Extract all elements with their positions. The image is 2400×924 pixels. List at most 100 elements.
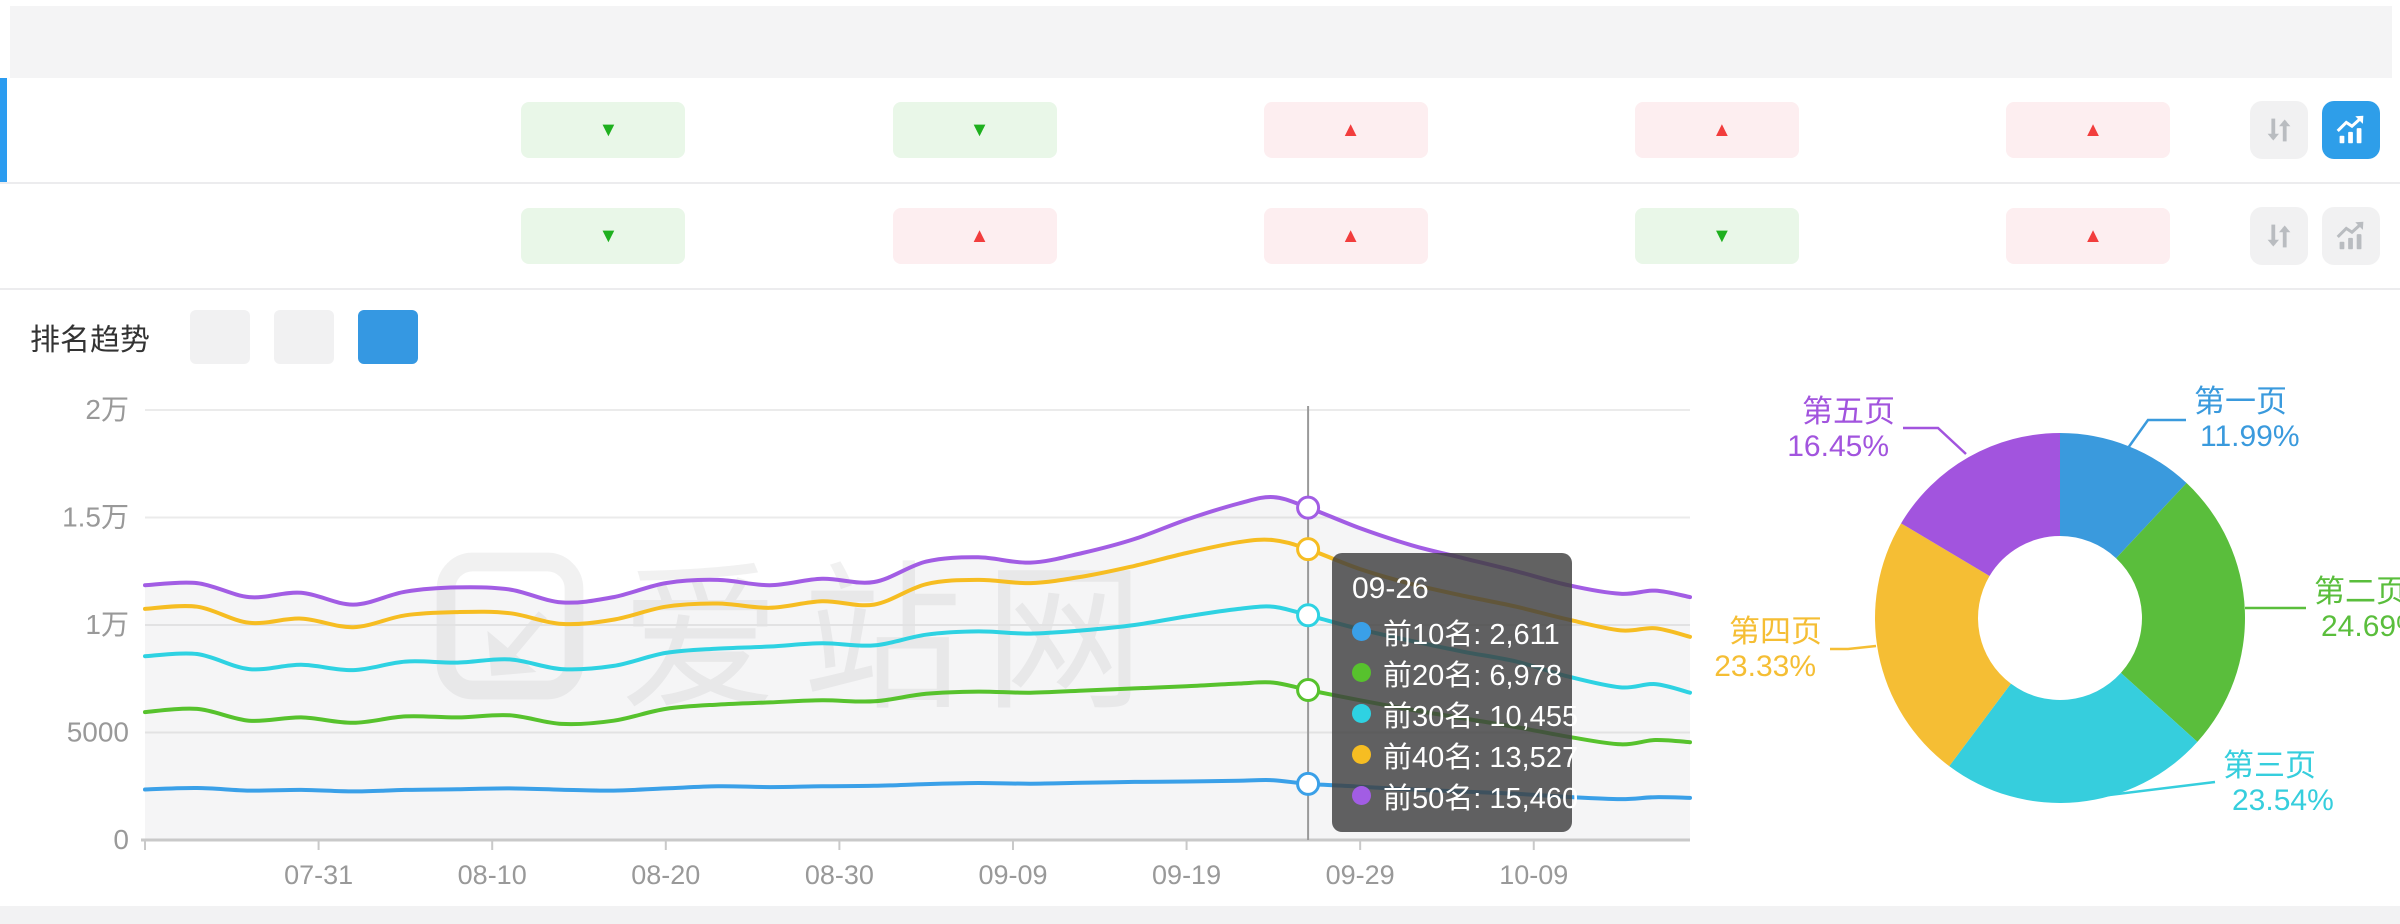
arrow-up-icon: ▲	[969, 225, 990, 247]
donut-leader-line	[1903, 426, 1967, 455]
table-header-row	[10, 6, 2392, 78]
change-badge: ▲	[1263, 102, 1428, 158]
tooltip-row-text: 前20名: 6,978	[1383, 659, 1562, 692]
donut-label-percent: 24.69%	[2321, 610, 2400, 643]
row-actions	[2250, 207, 2400, 265]
change-badge: ▲	[1263, 208, 1428, 264]
change-badge: ▲	[2006, 102, 2171, 158]
y-axis-label: 1.5万	[62, 502, 129, 533]
trend-chart-icon	[2336, 221, 2364, 250]
tooltip-row: 前30名: 10,455	[1352, 693, 1578, 734]
sort-button[interactable]	[2250, 101, 2309, 159]
crosshair-marker-前20名	[1296, 677, 1321, 702]
page-metric-cell: ▲	[1879, 208, 2250, 264]
change-badge: ▲	[892, 208, 1057, 264]
x-axis-label: 10-09	[1499, 860, 1568, 890]
legend-dot-icon	[1352, 622, 1371, 641]
donut-label: 第四页	[1729, 614, 1822, 649]
donut-label-percent: 16.45%	[1787, 430, 1889, 463]
chart-tooltip: 09-26 前10名: 2,611 前20名: 6,978 前30名: 10,455…	[1332, 553, 1578, 832]
arrow-down-icon: ▼	[598, 119, 619, 141]
donut-label: 第一页	[2194, 384, 2287, 419]
donut-slice-第一页[interactable]	[2060, 433, 2187, 559]
row-actions	[2250, 101, 2400, 159]
crosshair-marker-前10名	[1296, 771, 1321, 796]
crosshair-marker-前50名	[1296, 495, 1321, 520]
arrow-up-icon: ▲	[1711, 119, 1732, 141]
donut-label-percent: 11.99%	[2200, 420, 2300, 453]
donut-leader-line	[1830, 644, 1877, 651]
y-axis-label: 5000	[67, 717, 129, 748]
trend-chart-button[interactable]	[2322, 207, 2381, 265]
donut-label: 第二页	[2314, 574, 2400, 609]
tab-3个月[interactable]	[358, 310, 418, 364]
change-badge: ▼	[1634, 208, 1799, 264]
tab-7天[interactable]	[190, 310, 250, 364]
arrow-up-icon: ▲	[2083, 119, 2103, 141]
tooltip-row: 前20名: 6,978	[1352, 652, 1562, 693]
arrow-down-icon: ▼	[969, 119, 990, 141]
legend-dot-icon	[1352, 704, 1371, 723]
tooltip-row-text: 前10名: 2,611	[1383, 618, 1560, 651]
crosshair-marker-前30名	[1296, 603, 1321, 628]
tooltip-row-text: 前30名: 10,455	[1383, 700, 1579, 733]
tab-30天[interactable]	[274, 310, 334, 364]
donut-leader-line	[2126, 418, 2186, 449]
page-metric-cell: ▲	[1879, 102, 2250, 158]
page-metric-cell: ▲	[1137, 102, 1508, 158]
change-badge: ▲	[2006, 208, 2171, 264]
donut-label: 第五页	[1802, 394, 1895, 429]
trend-chart-icon	[2336, 115, 2364, 144]
arrow-up-icon: ▲	[1340, 119, 1361, 141]
tooltip-row: 前10名: 2,611	[1352, 611, 1560, 652]
trend-chart-button[interactable]	[2322, 101, 2381, 159]
tooltip-row-text: 前40名: 13,527	[1383, 741, 1579, 774]
x-axis-label: 09-29	[1326, 860, 1395, 890]
legend-dot-icon	[1352, 663, 1371, 682]
sort-button[interactable]	[2250, 207, 2309, 265]
change-badge: ▼	[521, 102, 686, 158]
y-axis-label: 1万	[85, 609, 129, 640]
sort-arrows-icon	[2267, 224, 2291, 248]
page-metric-cell: ▲	[765, 208, 1136, 264]
x-axis-label: 08-10	[458, 860, 527, 890]
table-row[interactable]: ▼ ▼ ▲ ▲ ▲	[0, 78, 2400, 184]
donut-slice-第五页[interactable]	[1901, 433, 2060, 577]
donut-slice-第四页[interactable]	[1875, 523, 2011, 767]
arrow-up-icon: ▲	[2083, 225, 2103, 247]
arrow-up-icon: ▲	[1340, 225, 1361, 247]
y-axis-label: 0	[113, 824, 129, 855]
donut-label-percent: 23.33%	[1714, 650, 1816, 683]
tooltip-date: 09-26	[1352, 572, 1429, 605]
page-metric-cell: ▲	[1508, 102, 1879, 158]
arrow-down-icon: ▼	[1711, 225, 1732, 247]
area-fill	[145, 497, 1690, 840]
page-metric-cell: ▲	[1137, 208, 1508, 264]
y-axis-label: 2万	[85, 394, 129, 425]
x-axis-label: 09-09	[978, 860, 1047, 890]
change-badge: ▲	[1634, 102, 1799, 158]
page-metric-cell: ▼	[394, 208, 765, 264]
crosshair-marker-前40名	[1296, 537, 1321, 562]
page-metric-cell: ▼	[394, 102, 765, 158]
legend-dot-icon	[1352, 786, 1371, 805]
donut-slice-第二页[interactable]	[2116, 483, 2245, 742]
x-axis-label: 08-20	[631, 860, 700, 890]
page-metric-cell: ▼	[1508, 208, 1879, 264]
table-body: ▼ ▼ ▲ ▲ ▲ ▼ ▲ ▲ ▼ ▲	[0, 78, 2400, 290]
trend-title: 排名趋势	[30, 324, 150, 357]
change-badge: ▼	[521, 208, 686, 264]
selected-row-indicator	[0, 78, 7, 182]
donut-slice-第三页[interactable]	[1949, 672, 2198, 803]
donut-leader-line	[2084, 780, 2216, 800]
x-axis-label: 08-30	[805, 860, 874, 890]
donut-label: 第三页	[2223, 748, 2316, 783]
table-row[interactable]: ▼ ▲ ▲ ▼ ▲	[0, 184, 2400, 290]
x-axis-label: 07-31	[284, 860, 353, 890]
sort-arrows-icon	[2267, 118, 2291, 142]
trend-tabs-row: 排名趋势	[30, 308, 442, 366]
legend-dot-icon	[1352, 745, 1371, 764]
donut-label-percent: 23.54%	[2232, 784, 2334, 817]
